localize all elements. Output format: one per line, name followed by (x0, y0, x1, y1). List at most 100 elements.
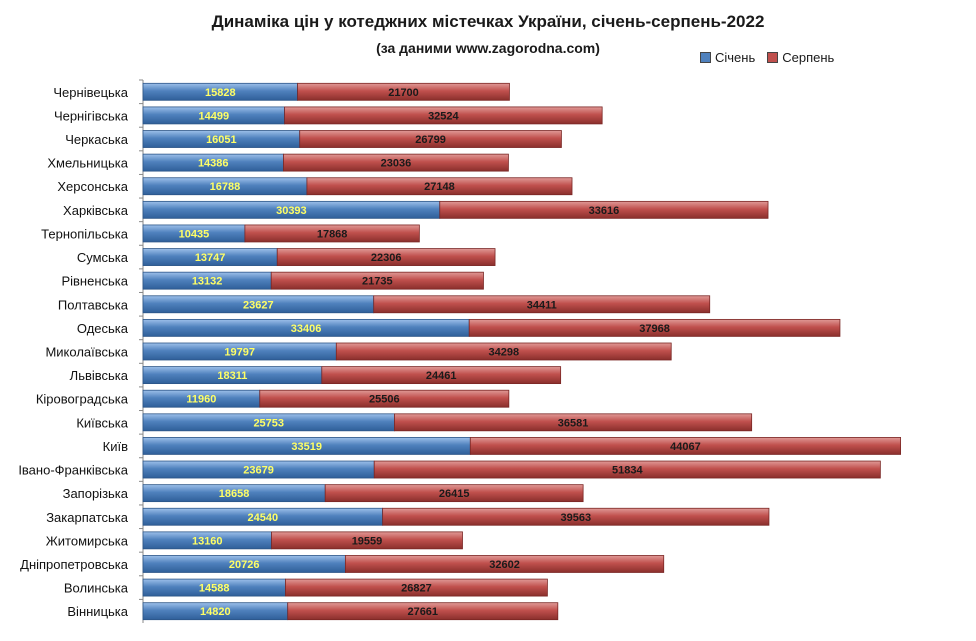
data-label-august: 26799 (415, 134, 446, 146)
data-label-january: 18311 (217, 370, 247, 382)
data-label-january: 16051 (206, 134, 237, 146)
data-label-january: 10435 (179, 228, 210, 240)
bar-august (285, 578, 548, 597)
data-label-january: 14386 (198, 158, 229, 170)
bar-august (287, 602, 559, 621)
data-label-august: 17868 (317, 228, 348, 240)
data-label-august: 24461 (426, 370, 457, 382)
data-label-august: 36581 (558, 417, 589, 429)
category-label: Херсонська (57, 179, 128, 194)
data-label-august: 33616 (589, 205, 620, 217)
data-label-august: 23036 (381, 158, 412, 170)
data-label-january: 24540 (248, 512, 279, 524)
legend-item-jan: Січень (700, 50, 755, 65)
bar-august (259, 389, 510, 408)
category-label: Вінницька (67, 604, 128, 619)
bar-august (468, 318, 841, 337)
bar-august (271, 531, 463, 550)
data-label-august: 21700 (388, 87, 419, 99)
category-label: Тернопільська (41, 226, 129, 241)
data-label-january: 19797 (224, 347, 255, 359)
category-label: Івано-Франківська (18, 463, 128, 478)
category-label: Хмельницька (47, 156, 128, 171)
bar-august (439, 200, 769, 219)
bar-august (382, 507, 770, 526)
bar-august (321, 366, 562, 385)
category-label: Житомирська (46, 533, 129, 548)
data-label-january: 13747 (195, 252, 226, 264)
category-label: Рівненська (61, 274, 128, 289)
bar-august (373, 460, 881, 479)
bar-august (283, 153, 509, 172)
data-label-january: 14588 (199, 583, 230, 595)
category-label: Кіровоградська (36, 392, 129, 407)
data-label-august: 21735 (362, 276, 393, 288)
data-label-january: 14820 (200, 606, 231, 618)
legend-swatch-jan (700, 52, 711, 63)
bar-august (324, 484, 584, 503)
legend-item-aug: Серпень (767, 50, 834, 65)
data-label-august: 27148 (424, 181, 455, 193)
data-label-january: 23627 (243, 299, 274, 311)
data-label-january: 13132 (192, 276, 223, 288)
category-label: Черкаська (65, 132, 129, 147)
data-label-august: 26827 (401, 583, 432, 595)
category-label: Чернігівська (54, 108, 129, 123)
category-label: Сумська (77, 250, 129, 265)
category-label: Закарпатська (46, 510, 129, 525)
bar-august (394, 413, 753, 432)
category-label: Полтавська (58, 297, 129, 312)
bar-august (306, 177, 573, 196)
data-label-january: 13160 (192, 535, 223, 547)
category-label: Миколаївська (45, 345, 128, 360)
bar-august (299, 130, 562, 148)
category-label: Одеська (77, 321, 129, 336)
data-label-august: 26415 (439, 488, 470, 500)
data-label-august: 37968 (639, 323, 670, 335)
data-label-january: 11960 (186, 394, 216, 406)
data-label-january: 30393 (276, 205, 307, 217)
legend-label-jan: Січень (715, 50, 756, 65)
chart-title: Динаміка цін у котеджних містечках Украї… (211, 12, 765, 31)
data-label-august: 19559 (352, 535, 383, 547)
bar-august (297, 82, 510, 101)
data-label-january: 18658 (219, 488, 250, 500)
data-label-august: 25506 (369, 394, 400, 406)
data-label-august: 32602 (489, 559, 520, 571)
bar-august (335, 342, 672, 361)
category-label: Чернівецька (53, 85, 128, 100)
data-label-january: 15828 (205, 87, 236, 99)
bar-august (244, 224, 420, 243)
category-label: Львівська (70, 368, 129, 383)
chart-subtitle: (за даними www.zagorodna.com) (376, 40, 600, 56)
bar-august (344, 555, 665, 573)
data-label-january: 33519 (291, 441, 322, 453)
data-label-january: 33406 (291, 323, 322, 335)
data-label-january: 25753 (253, 417, 284, 429)
category-label: Київська (76, 415, 128, 430)
category-label: Харківська (63, 203, 129, 218)
bar-august (284, 106, 603, 125)
data-label-january: 20726 (229, 559, 260, 571)
bar-august (373, 295, 711, 314)
data-label-august: 34411 (527, 299, 557, 311)
legend-label-aug: Серпень (782, 50, 835, 65)
data-label-august: 32524 (428, 110, 459, 122)
bar-august (276, 248, 496, 266)
data-label-august: 44067 (670, 441, 701, 453)
category-label: Київ (103, 439, 128, 454)
bar-august (270, 271, 484, 290)
data-label-august: 22306 (371, 252, 402, 264)
data-label-january: 23679 (243, 465, 274, 477)
data-label-january: 14499 (198, 110, 229, 122)
category-label: Запорізька (63, 486, 129, 501)
bar-august (469, 437, 902, 455)
data-label-january: 16788 (210, 181, 241, 193)
data-label-august: 27661 (407, 606, 438, 618)
legend-swatch-aug (767, 52, 779, 63)
data-label-august: 34298 (488, 347, 519, 359)
chart-legend: Січень Серпень (700, 50, 846, 65)
data-label-august: 39563 (560, 512, 591, 524)
data-label-august: 51834 (612, 465, 643, 477)
